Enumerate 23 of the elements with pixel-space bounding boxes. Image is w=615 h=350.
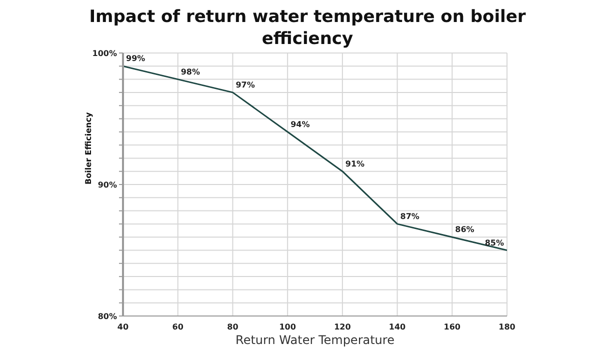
data-label: 97% <box>236 80 255 90</box>
x-tick-label: 60 <box>172 322 184 332</box>
chart-title: Impact of return water temperature on boiler efficiency <box>88 6 527 50</box>
x-tick-label: 180 <box>498 322 516 332</box>
y-axis-title: Boiler Efficiency <box>84 112 93 184</box>
data-label: 99% <box>126 54 146 64</box>
y-tick-label: 100% <box>92 48 117 58</box>
data-label: 91% <box>345 159 365 168</box>
x-tick-label: 100 <box>279 322 296 332</box>
data-label: 98% <box>180 67 200 76</box>
line-series <box>123 65 507 251</box>
data-label: 86% <box>455 225 474 234</box>
x-tick-label: 120 <box>334 322 352 332</box>
x-tick-label: 40 <box>117 322 129 332</box>
y-tick-label: 80% <box>98 312 117 321</box>
x-tick-label: 160 <box>444 322 461 332</box>
data-label: 94% <box>290 120 310 129</box>
x-tick-label: 80 <box>227 322 239 332</box>
x-tick-label: 140 <box>388 322 406 332</box>
y-tick-label: 90% <box>98 180 117 190</box>
data-label: 85% <box>484 238 504 248</box>
data-label: 87% <box>400 212 420 221</box>
x-axis-title: Return Water Temperature <box>236 333 394 347</box>
